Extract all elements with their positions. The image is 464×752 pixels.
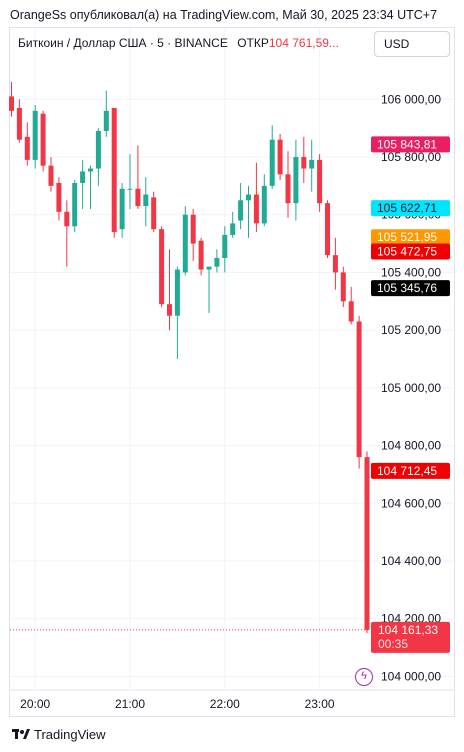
candle-body (285, 174, 291, 204)
symbol-legend[interactable]: Биткоин / Доллар США · 5 · BINANCE ОТКР1… (18, 36, 339, 50)
candle-body (56, 182, 62, 212)
y-tick-label: 105 200,00 (381, 323, 441, 337)
candle-body (127, 188, 133, 190)
candle-body (356, 321, 362, 458)
candle-body (206, 266, 212, 270)
x-tick-label: 23:00 (305, 697, 335, 711)
candle-body (269, 139, 275, 186)
publish-info: OrangeSs опубликовал(а) на TradingView.c… (10, 8, 438, 22)
candle-body (325, 203, 330, 256)
y-tick-label: 105 000,00 (381, 381, 441, 395)
open-label: ОТКР (237, 36, 269, 50)
y-tick-label: 104 400,00 (381, 554, 441, 568)
footer-brand[interactable]: TradingView (12, 727, 106, 742)
x-tick-label: 20:00 (20, 697, 50, 711)
candle-body (222, 234, 228, 259)
price-label-text: 104 712,45 (377, 464, 437, 478)
candle-body (317, 159, 323, 204)
candle-body (340, 272, 346, 302)
candle-body (103, 110, 109, 132)
candle-body (143, 194, 149, 207)
open-value: 104 761,59... (268, 36, 339, 50)
candle-body (119, 188, 125, 230)
candle-body (364, 457, 370, 630)
y-tick-label: 104 600,00 (381, 496, 441, 510)
candle-body (48, 165, 54, 186)
candle-body (214, 258, 220, 267)
y-tick-label: 106 000,00 (381, 92, 441, 106)
candle-body (301, 157, 307, 169)
candle-body (40, 113, 46, 166)
price-label-text: 105 521,95 (377, 230, 437, 244)
price-label-text: 105 345,76 (377, 281, 437, 295)
last-price-label-box (371, 621, 450, 653)
candle-body (95, 131, 101, 169)
candle-body (159, 229, 165, 305)
price-label-box (371, 136, 450, 153)
candle-body (348, 301, 354, 322)
price-label-text: 105 472,75 (377, 244, 437, 258)
candle-body (16, 107, 22, 140)
candle-body (246, 194, 251, 201)
chart-frame[interactable] (9, 27, 455, 717)
candle-body (24, 136, 30, 160)
candle-body (9, 96, 14, 111)
candle-body (332, 255, 338, 273)
x-tick-label: 21:00 (115, 697, 145, 711)
x-tick-label: 22:00 (210, 697, 240, 711)
candle-body (111, 107, 117, 233)
candle-body (64, 211, 70, 227)
candle-body (198, 240, 204, 270)
candle-body (190, 214, 196, 244)
brand-name: TradingView (34, 727, 106, 742)
tradingview-logo-icon (12, 728, 30, 739)
price-label-box (371, 229, 450, 246)
candle-body (88, 168, 93, 172)
price-label-box (371, 243, 450, 260)
countdown-text: 00:35 (378, 637, 408, 651)
candle-body (230, 223, 236, 235)
price-label-box (371, 462, 450, 479)
candle-body (72, 182, 78, 227)
y-tick-label: 104 800,00 (381, 439, 441, 453)
candle-body (135, 188, 141, 207)
candle-body (80, 171, 86, 183)
price-label-box (371, 200, 450, 217)
y-tick-label: 104 000,00 (381, 669, 441, 683)
candle-body (261, 185, 267, 224)
candle-body (167, 304, 172, 316)
last-price-text: 104 161,33 (378, 623, 438, 637)
currency-button[interactable]: USD (374, 31, 450, 57)
candle-body (277, 139, 283, 175)
candle-body (238, 200, 244, 221)
price-label-text: 105 843,81 (377, 137, 437, 151)
candle-body (182, 214, 188, 273)
lightning-clock-icon[interactable]: ϟ (355, 668, 373, 686)
price-label-box (371, 280, 450, 297)
candle-body (174, 269, 180, 316)
price-label-text: 105 622,71 (377, 201, 437, 215)
candle-body (293, 157, 299, 204)
symbol-title: Биткоин / Доллар США · 5 · BINANCE (18, 36, 228, 50)
candle-body (151, 197, 157, 230)
candle-body (309, 159, 315, 169)
y-tick-label: 105 800,00 (381, 150, 441, 164)
candle-body (253, 194, 259, 224)
y-tick-label: 105 400,00 (381, 265, 441, 279)
candle-body (32, 110, 38, 160)
